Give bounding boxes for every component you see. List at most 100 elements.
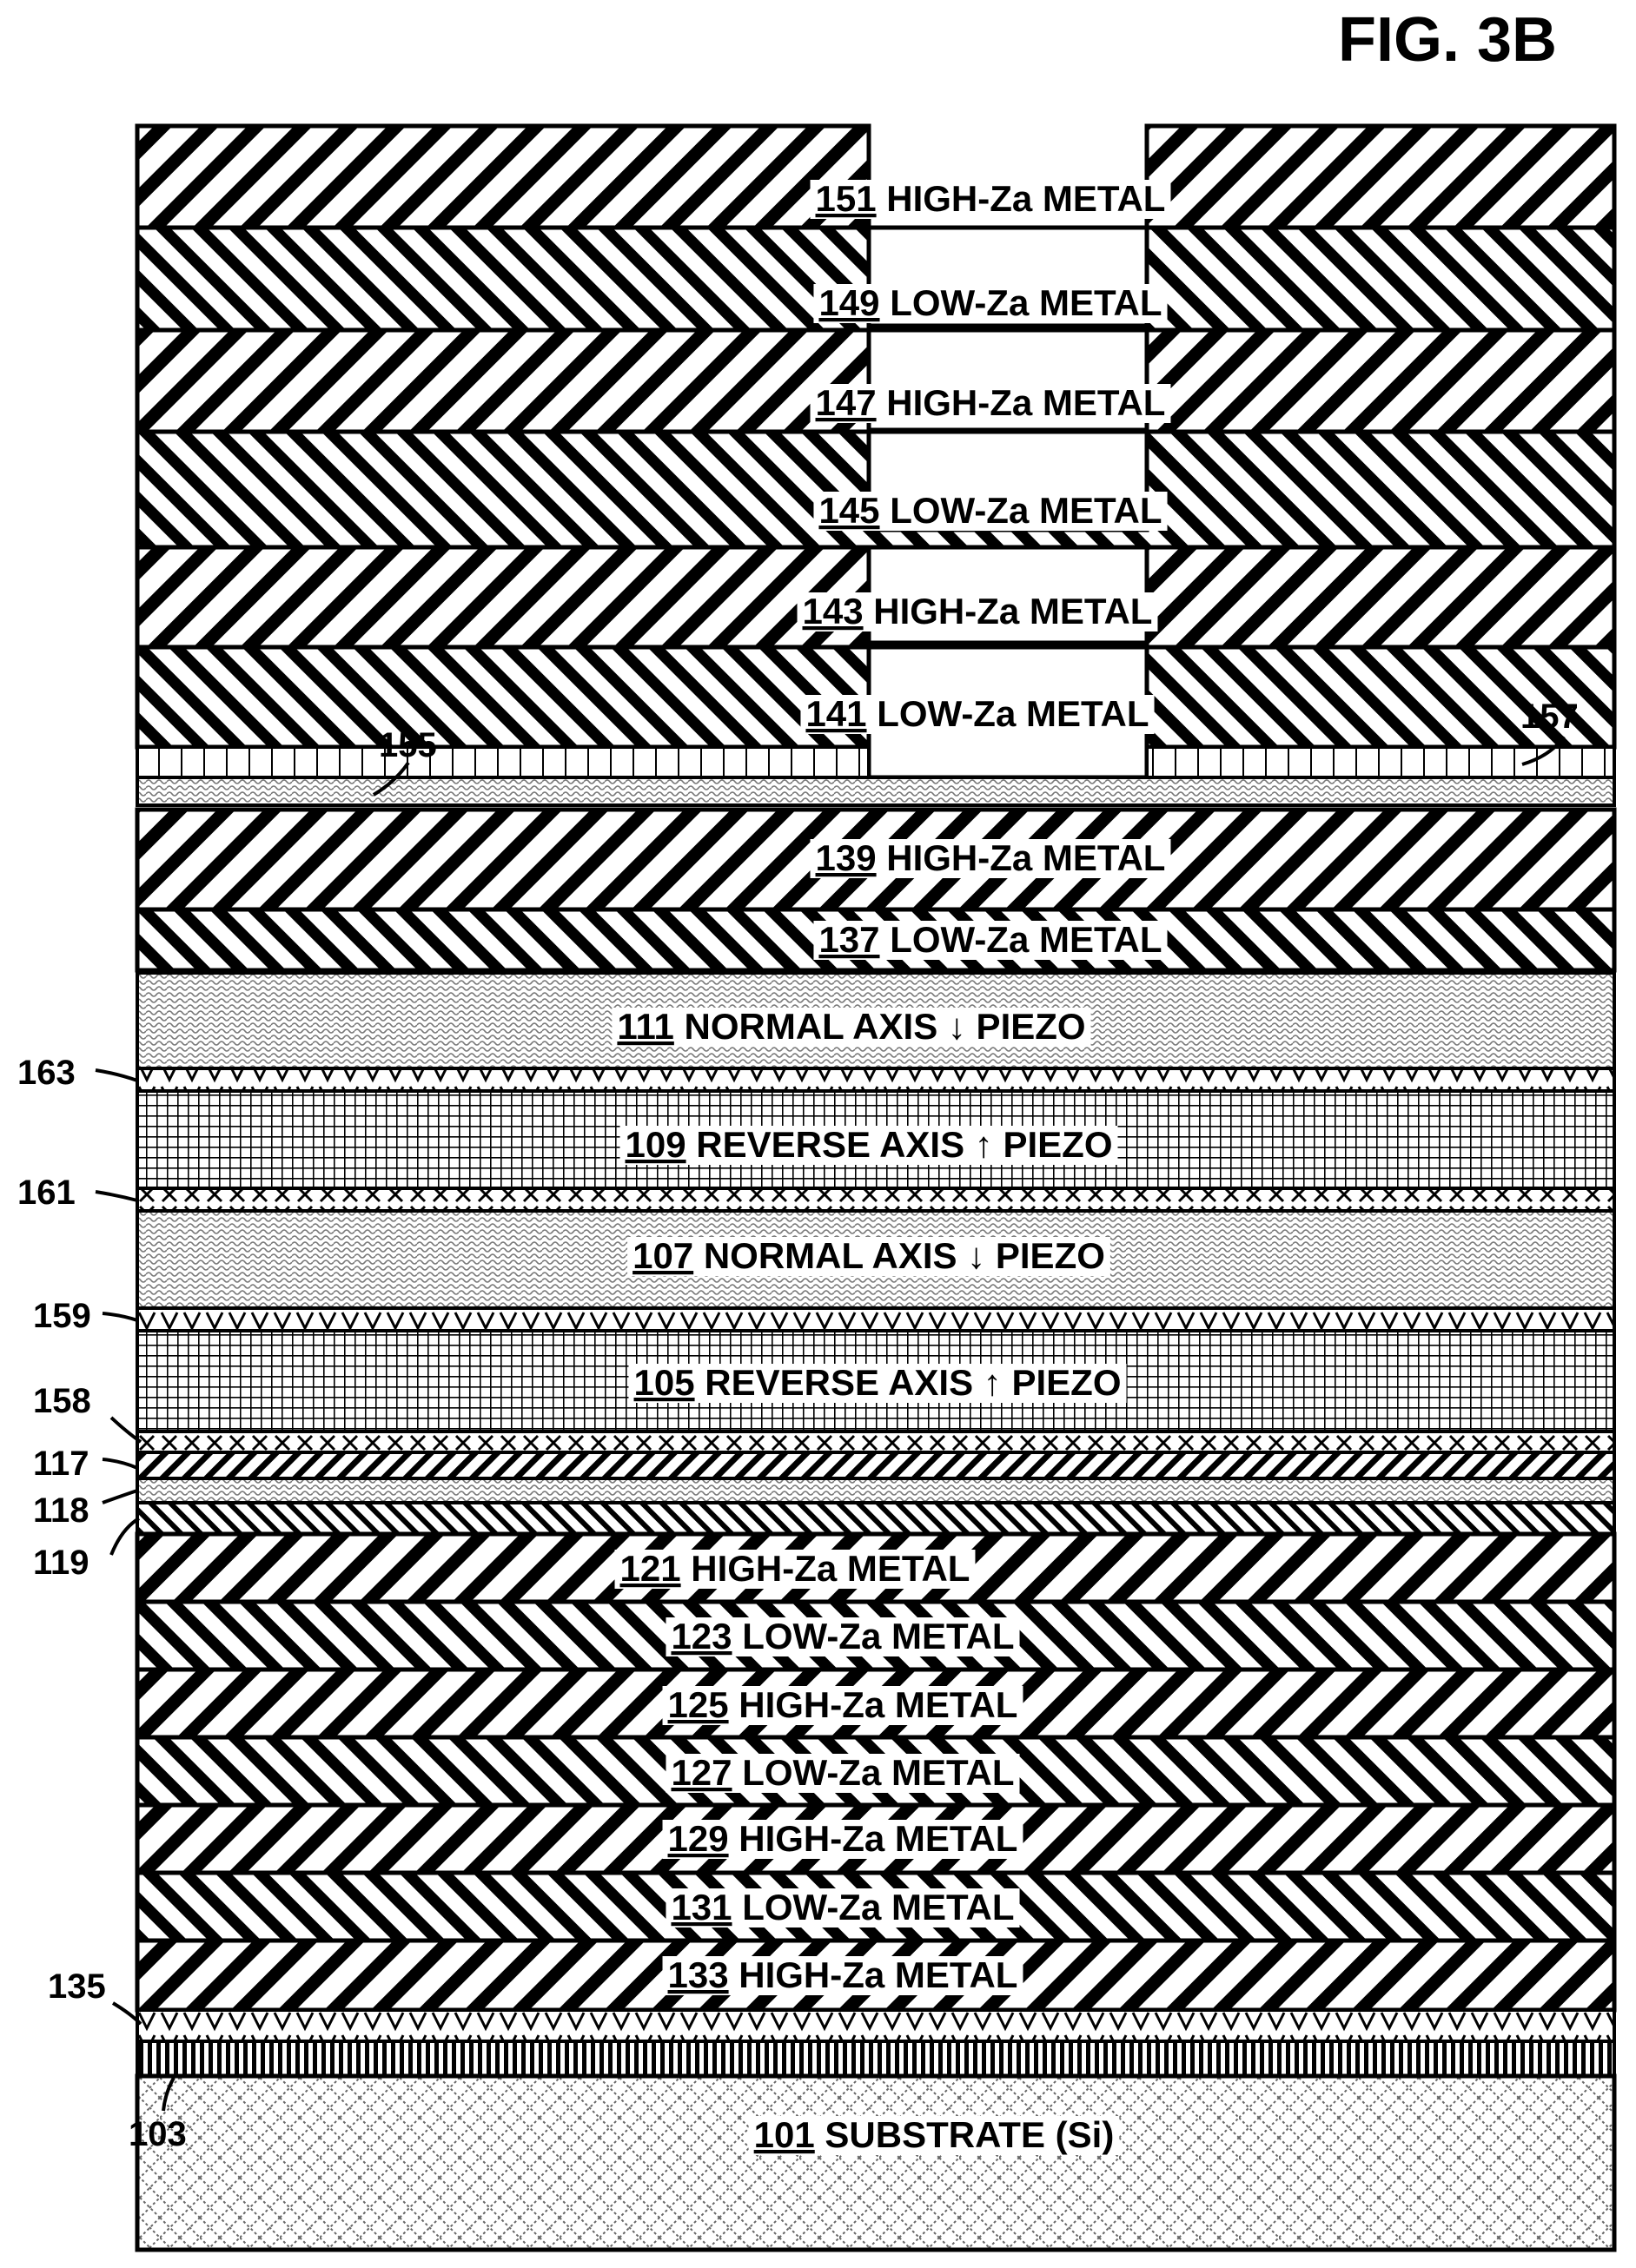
ref-103: 103 [129,2115,187,2153]
layer-label-bg [627,1237,1110,1276]
layer-label-text: 149 LOW-Za METAL [818,282,1162,323]
ref-158: 158 [33,1382,91,1420]
leader-135 [111,2001,142,2026]
leader-118 [102,1489,138,1504]
layer-label-129: 129 HIGH-Za METAL [662,1818,1023,1859]
layer-label-bg [662,1686,1023,1725]
layer-label-text: 111 NORMAL AXIS ↓ PIEZO [617,1006,1085,1047]
layer-135 [136,2008,1616,2043]
layer-number: 147 [816,382,877,423]
layer-label-text: 139 HIGH-Za METAL [816,837,1166,878]
layer-label-text: 137 LOW-Za METAL [818,919,1162,960]
layer-description: HIGH-Za METAL [877,178,1166,219]
layer-description: HIGH-Za METAL [729,1818,1018,1859]
layer-number: 129 [668,1818,729,1859]
layer-description: REVERSE AXIS [686,1124,975,1165]
layer-number: 107 [633,1235,693,1276]
layer-label-145: 145 LOW-Za METAL [813,490,1168,531]
layer-label-131: 131 LOW-Za METAL [666,1887,1020,1927]
layer-number: 127 [671,1752,732,1793]
layer-number: 111 [617,1006,673,1047]
ref-135: 135 [48,1967,106,2006]
layer-label-147: 147 HIGH-Za METAL [810,382,1171,423]
layer-label-143: 143 HIGH-Za METAL [797,591,1158,631]
layer-number: 151 [816,178,877,219]
layer-label-bg [813,284,1168,323]
layer-label-text: 107 NORMAL AXIS ↓ PIEZO [633,1235,1105,1276]
layer-label-bg [612,1008,1091,1047]
layer-label-111: 111 NORMAL AXIS ↓ PIEZO [612,1006,1091,1047]
layer-label-bg [800,695,1155,734]
ref-117: 117 [33,1445,89,1483]
layer-label-bg [748,2116,1120,2155]
arrow-down-icon: ↓ [967,1235,985,1276]
layer-label-bg [614,1550,976,1589]
layer-label-text: 123 LOW-Za METAL [671,1616,1014,1656]
leader-163 [95,1068,138,1082]
layer-label-text: 101 SUBSTRATE (Si) [754,2114,1115,2155]
layer-label-121: 121 HIGH-Za METAL [614,1548,976,1589]
layer-number: 109 [626,1124,686,1165]
ref-157: 157 [1520,698,1579,736]
layer-label-101: 101 SUBSTRATE (Si) [748,2114,1120,2155]
reference-callouts: 155 157 163 161 159 158 117 118 119 135 … [17,698,1579,2153]
layer-number: 123 [671,1616,732,1656]
layer-label-text: 151 HIGH-Za METAL [816,178,1166,219]
layer-description: SUBSTRATE (Si) [815,2114,1115,2155]
layer-label-107: 107 NORMAL AXIS ↓ PIEZO [627,1235,1110,1276]
layer-label-bg [662,1956,1023,1995]
layer-157 [1145,745,1616,779]
lower-metal-stack [135,1531,1617,2252]
layer-description: LOW-Za METAL [880,919,1162,960]
layer-label-bg [813,492,1168,531]
layer-number: 101 [754,2114,815,2155]
layer-label-125: 125 HIGH-Za METAL [662,1684,1023,1725]
arrow-up-icon: ↑ [984,1362,1002,1403]
layer-103 [136,2040,1616,2078]
layer-label-151: 151 HIGH-Za METAL [810,178,1171,219]
ref-118: 118 [33,1491,89,1530]
layer-label-text: 141 LOW-Za METAL [805,693,1149,734]
layer-label-text: 125 HIGH-Za METAL [668,1684,1018,1725]
ref-155: 155 [379,726,437,764]
ref-163: 163 [17,1054,76,1092]
leader-117 [102,1458,138,1470]
layer-155 [136,745,871,779]
layer-158 [136,1430,1616,1454]
layer-label-text: 143 HIGH-Za METAL [803,591,1153,631]
layer-label-bg [666,1888,1020,1927]
figure-title: FIG. 3B [1338,5,1557,75]
leader-103 [162,2077,176,2112]
layer-label-bg [810,839,1171,878]
leader-119 [109,1517,141,1556]
layer-description: NORMAL AXIS [693,1235,967,1276]
layer-labels: 151 HIGH-Za METAL 149 LOW-Za METAL 147 HIG… [612,178,1171,2155]
upper-metal-stack [135,123,1617,973]
layer-label-141: 141 LOW-Za METAL [800,693,1155,734]
layer-label-127: 127 LOW-Za METAL [666,1752,1020,1793]
leader-158 [109,1416,142,1444]
layer-label-149: 149 LOW-Za METAL [813,282,1168,323]
layer-label-bg [813,921,1168,960]
layer-label-text: 131 LOW-Za METAL [671,1887,1014,1927]
layer-label-text: 121 HIGH-Za METAL [620,1548,970,1589]
layer-label-bg [666,1754,1020,1793]
ref-161: 161 [17,1174,76,1212]
layer-description: LOW-Za METAL [732,1887,1015,1927]
layer-161 [136,1187,1616,1213]
layer-description: NORMAL AXIS [674,1006,948,1047]
layer-label-text: 133 HIGH-Za METAL [668,1954,1018,1995]
layer-number: 141 [805,693,866,734]
layer-description-suffix: PIEZO [1002,1362,1122,1403]
ref-119: 119 [33,1544,89,1582]
layer-label-137: 137 LOW-Za METAL [813,919,1168,960]
layer-label-bg [662,1820,1023,1859]
layer-description-suffix: PIEZO [985,1235,1105,1276]
layer-label-bg [810,384,1171,423]
layer-number: 145 [818,490,879,531]
leader-157 [1521,735,1566,766]
layer-seed-under-141 [136,776,1616,807]
layer-description: HIGH-Za METAL [729,1954,1018,1995]
arrow-down-icon: ↓ [948,1006,966,1047]
layer-description: LOW-Za METAL [880,490,1162,531]
